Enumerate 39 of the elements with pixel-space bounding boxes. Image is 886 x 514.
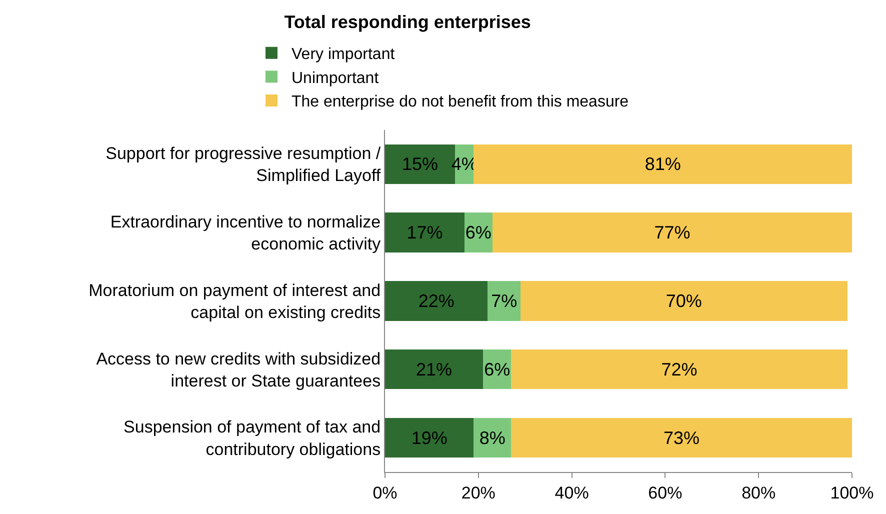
bar	[474, 144, 852, 184]
bar	[520, 281, 848, 321]
data-label: 70%	[666, 290, 702, 311]
x-tick-label: 80%	[742, 483, 776, 502]
data-label: 15%	[402, 154, 438, 174]
y-tick-label: Support for progressive resumption / Simplified Layoff	[106, 144, 381, 186]
x-tick-label: 40%	[554, 483, 589, 502]
data-label: 17%	[406, 222, 443, 243]
data-label: 21%	[416, 359, 452, 380]
x-tick-label: 100%	[830, 483, 874, 502]
x-tick-label: 60%	[648, 483, 682, 502]
data-label: 77%	[654, 222, 690, 243]
bar	[511, 350, 848, 390]
x-tick-label: 20%	[461, 483, 496, 502]
data-label: 8%	[479, 428, 506, 448]
legend-label: Very important	[292, 46, 396, 64]
bar	[385, 418, 474, 458]
x-tick-label: 0%	[372, 483, 398, 502]
data-label: 72%	[661, 359, 698, 380]
bar	[385, 212, 464, 252]
chart-title: Total responding enterprises	[284, 12, 531, 32]
legend-label: Unimportant	[292, 70, 380, 87]
bar	[385, 350, 484, 390]
bar	[385, 281, 488, 321]
data-label: 6%	[465, 222, 492, 243]
y-tick-label: Suspension of payment of tax and contributory obligations	[124, 418, 381, 459]
bar	[492, 212, 852, 252]
data-label: 73%	[664, 428, 700, 448]
data-label: 22%	[418, 290, 454, 311]
data-label: 81%	[644, 154, 681, 174]
y-tick-label: Extraordinary incentive to normalize economic activity	[110, 212, 382, 254]
data-label: 6%	[484, 359, 510, 380]
bar	[488, 281, 520, 321]
data-label: 7%	[491, 290, 518, 311]
y-tick-label: Moratorium on payment of interest and capital on existing credits	[88, 280, 381, 322]
y-tick-label: Access to new credits with subsidized interest or State guarantees	[96, 349, 381, 390]
bar	[511, 418, 852, 458]
legend-label: The enterprise do not benefit from this measure	[292, 94, 629, 111]
data-label: 19%	[411, 428, 448, 448]
